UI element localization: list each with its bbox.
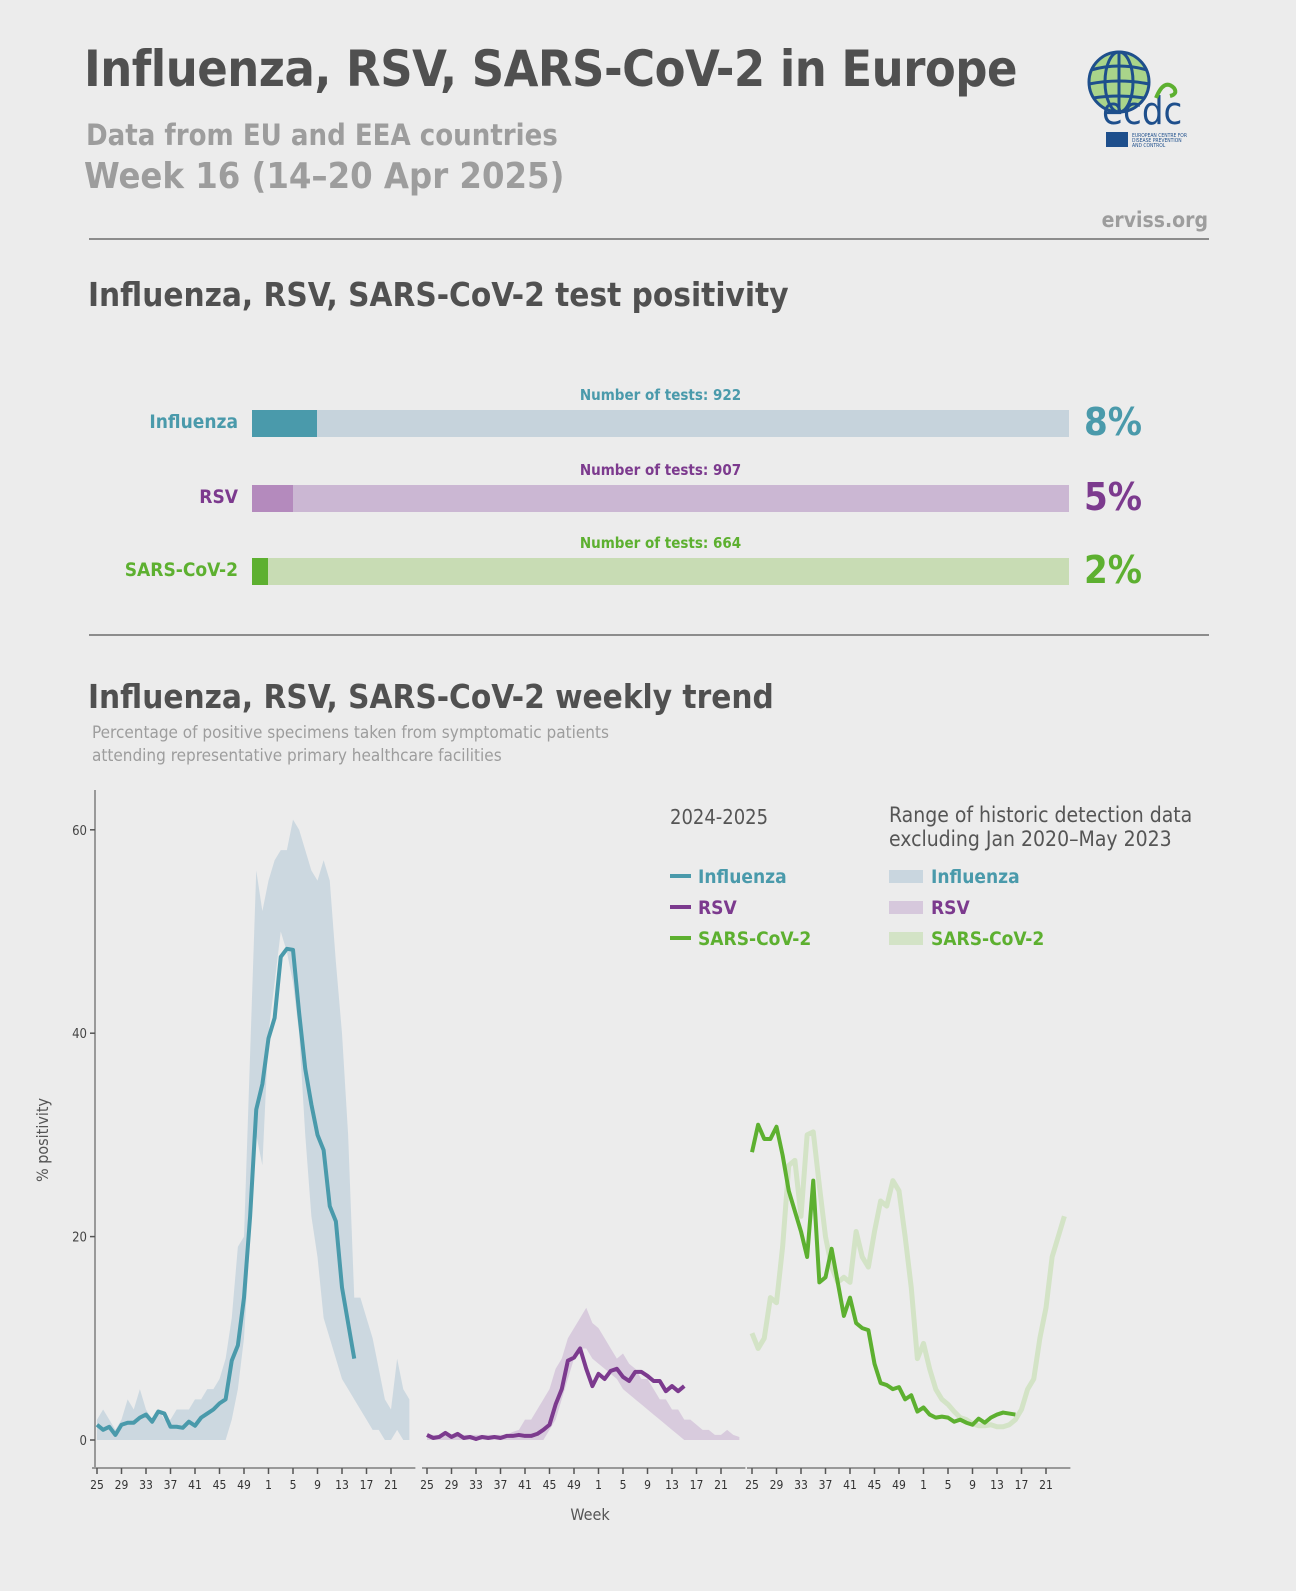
x-tick-label: 5 [945,1478,952,1492]
x-tick-label: 13 [335,1478,349,1492]
x-tick-label: 45 [543,1478,557,1492]
divider [89,238,1209,240]
x-tick-label: 37 [819,1478,833,1492]
x-tick-label: 1 [595,1478,602,1492]
page-subtitle: Data from EU and EEA countries [86,118,558,152]
bar-label: RSV [199,486,238,508]
site-link[interactable]: erviss.org [1101,208,1208,232]
x-tick-label: 13 [665,1478,679,1492]
x-tick-label: 33 [794,1478,808,1492]
ecdc-logo: ecdc EUROPEAN CENTRE FOR DISEASE PREVENT… [1084,50,1199,150]
legend-season-title: 2024-2025 [670,805,768,829]
x-tick-label: 37 [164,1478,178,1492]
x-tick-label: 13 [990,1478,1004,1492]
percent-value: 2% [1084,548,1143,592]
y-tick-label: 40 [72,1027,87,1042]
y-tick-label: 20 [72,1231,87,1246]
x-tick-label: 45 [213,1478,227,1492]
x-tick-label: 1 [920,1478,927,1492]
x-tick-label: 25 [90,1478,104,1492]
x-tick-label: 17 [360,1478,374,1492]
svg-text:EUROPEAN CENTRE FOR: EUROPEAN CENTRE FOR [1132,133,1187,139]
page-title: Influenza, RSV, SARS-CoV-2 in Europe [84,40,1018,98]
tests-count: Number of tests: 922 [579,386,742,404]
y-tick-label: 60 [72,824,87,839]
x-tick-label: 21 [1039,1478,1053,1492]
x-tick-label: 41 [843,1478,857,1492]
trend-description: Percentage of positive specimens taken f… [92,722,609,768]
positivity-bar-fill [252,558,269,585]
x-tick-label: 49 [892,1478,906,1492]
legend-range-label: RSV [931,897,970,919]
globe-icon: ecdc EUROPEAN CENTRE FOR DISEASE PREVENT… [1087,50,1187,149]
percent-value: 5% [1084,475,1143,519]
x-tick-label: 17 [690,1478,704,1492]
x-tick-label: 9 [314,1478,321,1492]
svg-text:DISEASE PREVENTION: DISEASE PREVENTION [1132,138,1182,144]
positivity-bar-track [252,485,1069,512]
description-line-1: Percentage of positive specimens taken f… [92,723,609,743]
legend-range-label: SARS-CoV-2 [931,928,1044,950]
y-tick-label: 0 [80,1434,87,1449]
legend-label: RSV [698,897,737,919]
legend-range-title-1: Range of historic detection data [889,803,1192,827]
positivity-bar-fill [252,410,318,437]
legend-label: SARS-CoV-2 [698,928,811,950]
bar-label: SARS-CoV-2 [124,559,238,581]
positivity-title: Influenza, RSV, SARS-CoV-2 test positivi… [88,275,789,314]
logo-text: ecdc [1102,89,1182,133]
week-label: Week 16 (14–20 Apr 2025) [84,156,565,197]
x-tick-label: 45 [868,1478,882,1492]
x-tick-label: 5 [620,1478,627,1492]
x-tick-label: 29 [115,1478,129,1492]
legend-range-label: Influenza [931,866,1020,888]
legend-range-swatch [889,932,923,945]
x-tick-label: 1 [265,1478,272,1492]
x-axis-label: Week [570,1505,610,1524]
x-tick-label: 17 [1015,1478,1029,1492]
rsv-current-line [426,1346,686,1441]
legend-range-swatch [889,901,923,914]
x-tick-label: 21 [384,1478,398,1492]
x-tick-label: 41 [188,1478,202,1492]
x-tick-label: 25 [745,1478,759,1492]
x-tick-label: 49 [237,1478,251,1492]
x-tick-label: 25 [420,1478,434,1492]
x-tick-label: 29 [445,1478,459,1492]
bar-label: Influenza [149,411,238,433]
x-tick-label: 21 [714,1478,728,1492]
positivity-bar-track [252,558,1069,585]
rsv-historic-range [427,1307,740,1440]
x-tick-label: 9 [644,1478,651,1492]
legend-range-title-2: excluding Jan 2020–May 2023 [889,827,1172,851]
legend-range-swatch [889,870,923,883]
positivity-bar-fill [252,485,293,512]
trend-title: Influenza, RSV, SARS-CoV-2 weekly trend [88,677,774,716]
positivity-bar-track [252,410,1069,437]
legend-label: Influenza [698,866,787,888]
tests-count: Number of tests: 664 [579,534,742,552]
svg-text:AND CONTROL: AND CONTROL [1132,143,1166,149]
x-tick-label: 33 [139,1478,153,1492]
x-tick-label: 29 [770,1478,784,1492]
divider [89,634,1209,636]
tests-count: Number of tests: 907 [579,461,742,479]
x-tick-label: 5 [290,1478,297,1492]
sars-cov-2-current-line [750,1122,1016,1427]
x-tick-label: 37 [494,1478,508,1492]
x-tick-label: 9 [969,1478,976,1492]
y-axis-label: % positivity [33,1098,52,1182]
percent-value: 8% [1084,400,1143,444]
x-tick-label: 49 [567,1478,581,1492]
influenza-current-line [95,946,357,1437]
x-tick-label: 33 [469,1478,483,1492]
sars-cov-2-historic-range [749,1129,1067,1430]
description-line-2: attending representative primary healthc… [92,746,502,766]
x-tick-label: 41 [518,1478,532,1492]
